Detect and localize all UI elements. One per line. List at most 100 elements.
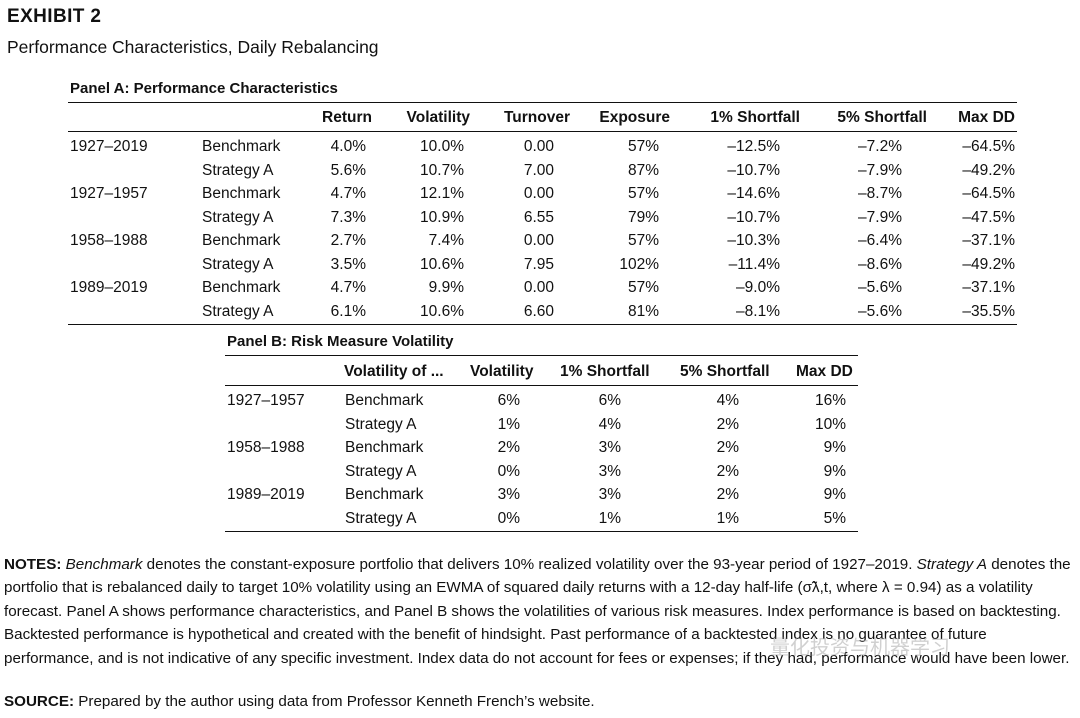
panel-a-cell: 7.3%	[330, 208, 366, 226]
notes-text: denotes the portfolio that is rebalanced…	[4, 556, 1071, 667]
panel-a-cell: –11.4%	[728, 255, 780, 273]
notes-text: Benchmark	[65, 556, 143, 573]
panel-a-col-header: Volatility	[406, 109, 470, 126]
panel-b-cell: 4%	[598, 415, 621, 433]
panel-b-cell: 1%	[716, 509, 739, 527]
panel-a-bottom-rule	[68, 324, 1017, 325]
watermark: 量化投资与机器学习	[770, 637, 950, 659]
panel-b-top-rule	[225, 355, 858, 356]
panel-a-cell: 10.6%	[420, 255, 464, 273]
panel-a-cell: –49.2%	[962, 161, 1015, 179]
panel-a-cell: 79%	[627, 208, 659, 226]
panel-a-cell: –5.6%	[858, 302, 902, 320]
notes-text: Strategy A	[916, 556, 988, 573]
panel-b-cell: 1%	[497, 415, 520, 433]
panel-a-cell: 10.0%	[420, 138, 464, 155]
panel-a-cell: 5.6%	[330, 161, 366, 179]
panel-b-cell: 3%	[598, 486, 621, 503]
panel-a-cell: 0.00	[523, 138, 554, 155]
panel-a-cell: 7.4%	[428, 232, 464, 249]
panel-a-cell: –35.5%	[962, 302, 1015, 320]
panel-a-cell: 6.60	[523, 302, 554, 320]
panel-a-cell: –7.2%	[858, 138, 902, 155]
panel-b-cell: 9%	[823, 462, 846, 480]
panel-b-series-label: Strategy A	[345, 462, 417, 480]
panel-a-period-label: 1927–2019	[70, 138, 148, 155]
panel-b-cell: 2%	[716, 462, 739, 480]
panel-a-cell: –49.2%	[962, 255, 1015, 273]
panel-a-cell: 4.0%	[330, 138, 366, 155]
panel-a-cell: 4.7%	[330, 185, 366, 202]
panel-a-series-label: Strategy A	[202, 255, 274, 273]
panel-b-cell: 2%	[716, 415, 739, 433]
panel-b-cell: 2%	[716, 439, 739, 456]
panel-b-series-label: Strategy A	[345, 415, 417, 433]
panel-b-col-header: Max DD	[796, 363, 853, 380]
panel-a-cell: 10.9%	[420, 208, 464, 226]
panel-b-cell: 0%	[497, 462, 520, 480]
panel-b-cell: 2%	[497, 439, 520, 456]
panel-b-series-label: Benchmark	[345, 392, 424, 409]
panel-a-series-label: Strategy A	[202, 302, 274, 320]
panel-a-cell: –9.0%	[736, 279, 780, 296]
exhibit-label: EXHIBIT 2	[7, 6, 102, 27]
panel-b-cell: 10%	[814, 415, 846, 433]
panel-b-cell: 9%	[823, 486, 846, 503]
source-text: Prepared by the author using data from P…	[74, 693, 595, 710]
panel-a-cell: 7.95	[523, 255, 554, 273]
panel-a-cell: –7.9%	[858, 161, 902, 179]
panel-a-col-header: Max DD	[958, 109, 1015, 126]
panel-a-col-header: 5% Shortfall	[837, 109, 927, 126]
notes: NOTES: Benchmark denotes the constant-ex…	[4, 553, 1076, 670]
panel-a-cell: 57%	[627, 279, 659, 296]
panel-b-cell: 3%	[598, 439, 621, 456]
panel-a-col-header: Return	[322, 109, 372, 126]
panel-b-col-header: 5% Shortfall	[680, 363, 770, 380]
panel-a-cell: 7.00	[523, 161, 554, 179]
panel-b-cell: 6%	[598, 392, 621, 409]
panel-a-series-label: Benchmark	[202, 232, 281, 249]
panel-a-cell: –6.4%	[858, 232, 902, 249]
panel-b-col-header: Volatility	[470, 363, 534, 380]
panel-a-col-header: Exposure	[599, 109, 670, 126]
panel-a-top-rule	[68, 102, 1017, 103]
panel-a-cell: –37.1%	[962, 232, 1015, 249]
panel-a-cell: 12.1%	[420, 185, 464, 202]
panel-a-col-header: 1% Shortfall	[710, 109, 800, 126]
panel-a-cell: –8.1%	[736, 302, 780, 320]
panel-a-cell: 10.6%	[420, 302, 464, 320]
panel-b-cell: 5%	[823, 509, 846, 527]
panel-b-cell: 1%	[598, 509, 621, 527]
panel-a-cell: –8.6%	[858, 255, 902, 273]
panel-a-cell: 57%	[627, 138, 659, 155]
panel-a-cell: 57%	[627, 185, 659, 202]
panel-a-cell: –64.5%	[962, 138, 1015, 155]
panel-a-header-rule	[68, 131, 1017, 132]
panel-a-cell: 3.5%	[330, 255, 366, 273]
panel-a-cell: 4.7%	[330, 279, 366, 296]
source-line: SOURCE: Prepared by the author using dat…	[4, 693, 595, 710]
panel-b-cell: 4%	[716, 392, 739, 409]
panel-b-col-header: 1% Shortfall	[560, 363, 650, 380]
panel-a-cell: –47.5%	[962, 208, 1015, 226]
panel-a-cell: –64.5%	[962, 185, 1015, 202]
panel-a-period-label: 1989–2019	[70, 279, 148, 296]
panel-a-cell: –37.1%	[962, 279, 1015, 296]
panel-a-cell: –10.7%	[727, 161, 780, 179]
panel-b-cell: 6%	[497, 392, 520, 409]
panel-a-cell: –14.6%	[727, 185, 780, 202]
panel-a-cell: 57%	[627, 232, 659, 249]
panel-b-bottom-rule	[225, 531, 858, 532]
panel-b-cell: 9%	[823, 439, 846, 456]
panel-a-series-label: Strategy A	[202, 208, 274, 226]
panel-b-period-label: 1927–1957	[227, 392, 305, 409]
panel-a-series-label: Benchmark	[202, 185, 281, 202]
notes-text: denotes the constant-exposure portfolio …	[142, 556, 917, 573]
source-label: SOURCE:	[4, 693, 75, 710]
panel-a-cell: –7.9%	[858, 208, 902, 226]
panel-a-cell: 10.7%	[420, 161, 464, 179]
panel-a-series-label: Benchmark	[202, 138, 281, 155]
panel-a-series-label: Benchmark	[202, 279, 281, 296]
panel-b-period-label: 1958–1988	[227, 439, 305, 456]
panel-a-col-header: Turnover	[503, 109, 570, 126]
